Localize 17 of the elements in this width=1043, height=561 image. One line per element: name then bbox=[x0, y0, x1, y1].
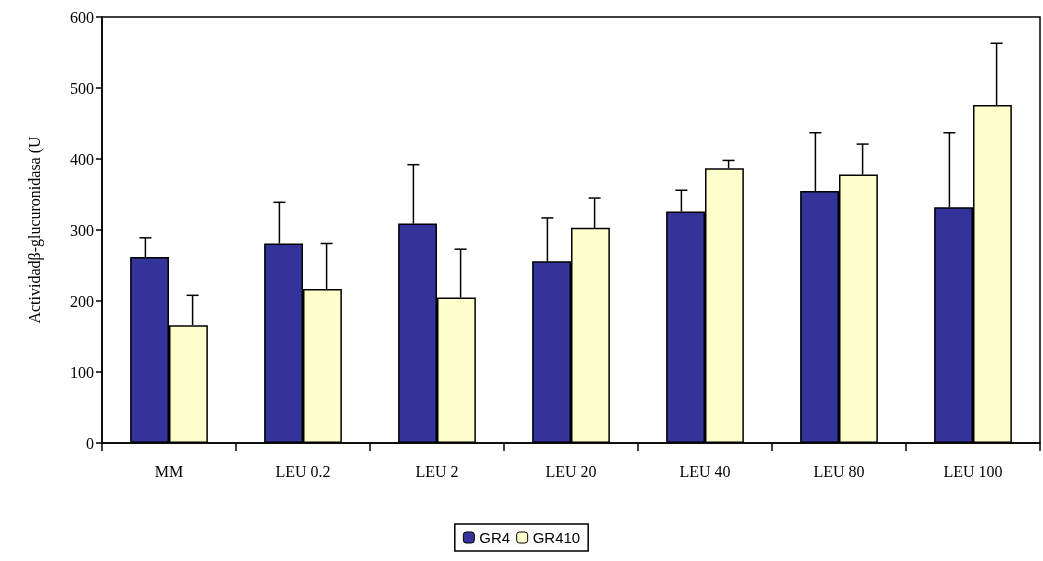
x-tick-label: LEU 2 bbox=[415, 462, 459, 480]
y-tick-label: 600 bbox=[70, 8, 94, 26]
x-tick-label: MM bbox=[154, 462, 184, 480]
x-tick-label: LEU 80 bbox=[813, 462, 865, 480]
legend-label: GR4 bbox=[479, 529, 511, 546]
y-tick-label: 100 bbox=[70, 363, 94, 381]
y-tick-label: 500 bbox=[70, 79, 94, 97]
y-tick-label: 0 bbox=[86, 434, 94, 452]
x-tick-label: LEU 20 bbox=[545, 462, 597, 480]
x-tick-label: LEU 100 bbox=[943, 462, 1003, 480]
y-axis-title: Actividadβ-glucuronidasa (U bbox=[25, 135, 44, 324]
x-tick-label: LEU 0.2 bbox=[275, 462, 331, 480]
y-tick-label: 400 bbox=[70, 150, 94, 168]
x-tick-label: LEU 40 bbox=[679, 462, 731, 480]
legend-label: GR410 bbox=[532, 529, 581, 546]
y-tick-label: 200 bbox=[70, 292, 94, 310]
y-tick-label: 300 bbox=[70, 221, 94, 239]
